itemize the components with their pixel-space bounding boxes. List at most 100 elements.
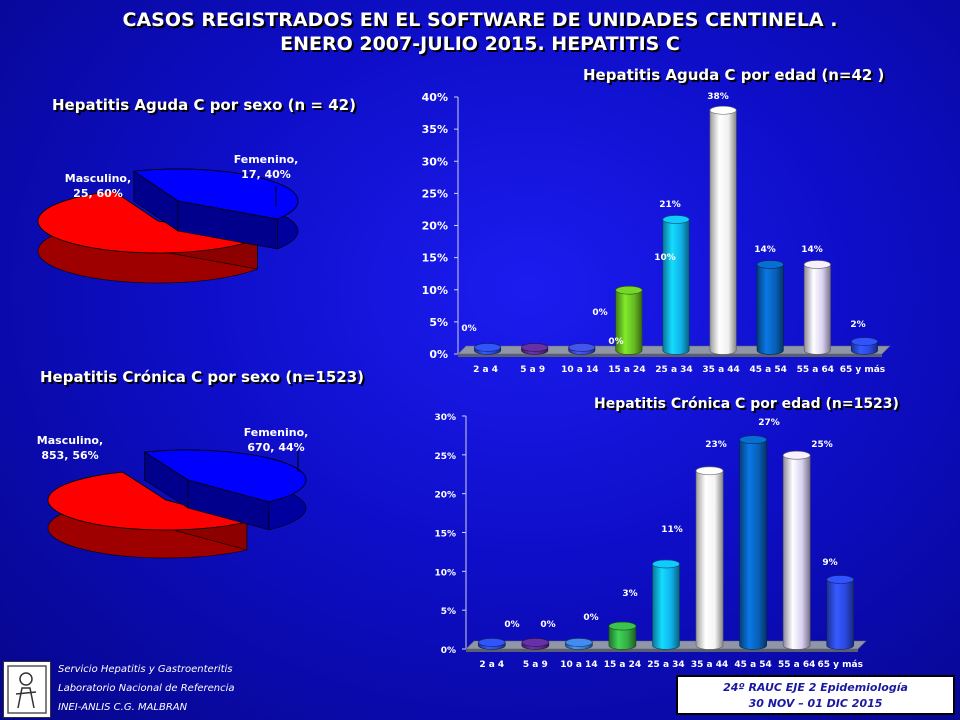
x-tick-label: 35 a 44 <box>691 660 728 670</box>
bar-data-label: 38% <box>707 92 729 102</box>
bar-top <box>850 337 878 346</box>
bar-top <box>709 105 737 115</box>
chart-floor-edge <box>458 354 882 357</box>
bar-5-a-9 <box>521 343 549 355</box>
bar-2-a-4 <box>477 638 506 650</box>
event-badge: 24º RAUC EJE 2 Epidemiología 30 NOV – 01… <box>676 675 955 715</box>
bar-data-label: 10% <box>654 253 676 263</box>
bar-data-label: 0% <box>461 324 476 334</box>
bar-chronic-title: Hepatitis Crónica C por edad (n=1523) <box>594 396 899 412</box>
bar-data-label: 2% <box>850 320 865 330</box>
pie-label-femenino: Femenino, <box>244 426 309 439</box>
institution-logo <box>3 661 51 718</box>
bar-25-a-34 <box>662 215 690 355</box>
slide-title-line-2: ENERO 2007-JULIO 2015. HEPATITIS C <box>280 33 680 55</box>
y-tick-label: 5% <box>429 316 448 329</box>
bar-35-a-44 <box>709 105 737 355</box>
bar-data-label: 25% <box>811 440 833 450</box>
pie-label-femenino-value: 17, 40% <box>241 168 291 181</box>
bar-35-a-44 <box>695 466 724 650</box>
pie-label-masculino-value: 25, 60% <box>73 187 123 200</box>
bar-45-a-54 <box>756 260 784 355</box>
bar-top <box>615 285 643 295</box>
bar-top <box>521 638 550 647</box>
bar-data-label: 3% <box>622 589 637 599</box>
bar-body <box>826 579 855 650</box>
pie-label-masculino-value: 853, 56% <box>41 449 98 462</box>
bar-data-label: 14% <box>754 245 776 255</box>
bar-chart-1 <box>454 96 891 357</box>
bar-top <box>782 450 811 460</box>
x-tick-label: 25 a 34 <box>647 660 684 670</box>
bar-top <box>565 638 593 647</box>
pie-chronic-title: Hepatitis Crónica C por sexo (n=1523) <box>40 368 365 386</box>
pie-slice-masculino <box>47 471 248 559</box>
bar-data-label: 0% <box>583 613 598 623</box>
event-badge-line-2: 30 NOV – 01 DIC 2015 <box>748 697 883 710</box>
bar-5-a-9 <box>521 638 550 650</box>
bar-data-label: 0% <box>504 620 519 630</box>
bar-data-label: 23% <box>705 440 727 450</box>
bar-top <box>474 343 502 352</box>
y-tick-label: 5% <box>441 607 456 617</box>
bar-55-a-64 <box>782 450 811 650</box>
x-tick-label: 2 a 4 <box>479 660 504 670</box>
bar-top <box>521 343 549 352</box>
bar-body <box>709 109 737 355</box>
x-tick-label: 45 a 54 <box>750 365 787 375</box>
bar-body <box>756 264 784 355</box>
bar-data-label: 9% <box>822 558 837 568</box>
bar-data-label: 27% <box>758 418 780 428</box>
y-tick-label: 25% <box>422 187 448 200</box>
bar-15-a-24 <box>615 285 643 355</box>
pie-label-femenino-value: 670, 44% <box>247 441 304 454</box>
chart-floor-edge <box>466 649 858 652</box>
x-tick-label: 10 a 14 <box>560 660 597 670</box>
bar-body <box>739 439 767 650</box>
bar-data-label: 11% <box>661 525 683 535</box>
bar-10-a-14 <box>565 638 593 650</box>
pie-slice-top <box>132 168 299 220</box>
slide-title: CASOS REGISTRADOS EN EL SOFTWARE DE UNID… <box>0 8 960 56</box>
bar-acute-title: Hepatitis Aguda C por edad (n=42 ) <box>583 66 885 84</box>
y-tick-label: 30% <box>434 413 456 423</box>
bar-data-label: 0% <box>540 620 555 630</box>
bar-top <box>695 466 724 476</box>
y-tick-label: 20% <box>434 491 456 501</box>
x-tick-label: 5 a 9 <box>523 660 548 670</box>
bar-top <box>803 260 831 269</box>
bar-top <box>826 575 855 584</box>
bar-top <box>608 621 637 631</box>
bar-top <box>477 638 506 647</box>
logo-figure-icon <box>7 665 47 714</box>
y-tick-label: 25% <box>434 452 456 462</box>
y-tick-label: 40% <box>422 91 448 104</box>
bar-chart-3 <box>462 415 867 652</box>
y-tick-label: 0% <box>441 646 456 656</box>
bar-2-a-4 <box>474 343 502 355</box>
x-tick-label: 25 a 34 <box>655 365 692 375</box>
bar-45-a-54 <box>739 435 767 650</box>
y-tick-label: 10% <box>434 568 456 578</box>
pie-acute-title: Hepatitis Aguda C por sexo (n = 42) <box>52 96 356 114</box>
x-tick-label: 55 a 64 <box>797 365 834 375</box>
bar-body <box>662 219 690 355</box>
pie-chart-0 <box>37 168 299 284</box>
bar-55-a-64 <box>803 260 831 355</box>
bar-data-label: 0% <box>592 308 607 318</box>
pie-slice-top <box>143 449 307 503</box>
bar-top <box>568 343 596 352</box>
bar-65-y-más <box>826 575 855 650</box>
footer-line-3: INEI-ANLIS C.G. MALBRAN <box>58 702 188 713</box>
x-tick-label: 65 y más <box>817 660 862 670</box>
footer-institution: Servicio Hepatitis y Gastroenteritis Lab… <box>58 660 235 717</box>
bar-body <box>695 470 724 650</box>
pie-slice-masculino <box>37 190 259 284</box>
bar-body <box>652 563 680 650</box>
pie-label-masculino: Masculino, <box>37 434 103 447</box>
y-tick-label: 35% <box>422 123 448 136</box>
bar-25-a-34 <box>652 559 680 650</box>
bar-65-y-más <box>850 337 878 355</box>
bar-body <box>615 289 643 355</box>
